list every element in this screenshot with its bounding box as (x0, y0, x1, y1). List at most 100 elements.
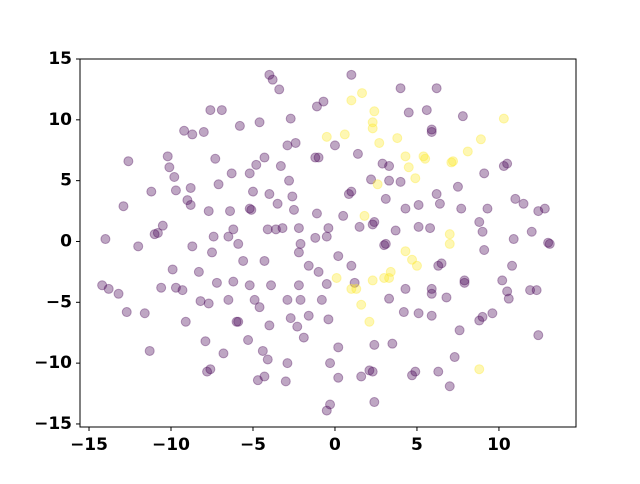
point (303, 310, 314, 321)
point (510, 193, 521, 204)
point (339, 129, 350, 140)
point (233, 238, 244, 249)
point (367, 117, 378, 128)
point (482, 203, 493, 214)
point (352, 148, 363, 159)
point (452, 181, 463, 192)
point (400, 283, 411, 294)
point (323, 314, 334, 325)
point (503, 293, 514, 304)
point (475, 134, 486, 145)
point (526, 226, 537, 237)
point (247, 186, 258, 197)
point (234, 120, 245, 131)
point (426, 126, 437, 137)
point (321, 131, 332, 142)
point (321, 405, 332, 416)
point (282, 294, 293, 305)
point (502, 286, 513, 297)
point (333, 372, 344, 383)
point (218, 348, 229, 359)
point (206, 247, 217, 258)
point (293, 223, 304, 234)
point (369, 339, 380, 350)
point (226, 168, 237, 179)
point (123, 156, 134, 167)
point (410, 173, 421, 184)
point (533, 330, 544, 341)
point (203, 206, 214, 217)
point (400, 203, 411, 214)
point (252, 375, 263, 386)
point (210, 153, 221, 164)
point (364, 316, 375, 327)
point (400, 246, 411, 257)
point (444, 229, 455, 240)
point (331, 272, 342, 283)
point (293, 247, 304, 258)
point (425, 223, 436, 234)
point (531, 285, 542, 296)
point (413, 221, 424, 232)
point (323, 223, 334, 234)
point (508, 234, 519, 245)
point (367, 123, 378, 134)
point (395, 176, 406, 187)
y-tick-label: 5 (60, 171, 72, 191)
point (203, 298, 214, 309)
point (284, 175, 295, 186)
point (270, 224, 281, 235)
point (144, 345, 155, 356)
y-tick-label: −10 (34, 353, 72, 373)
point (277, 223, 288, 234)
point (403, 162, 414, 173)
point (477, 226, 488, 237)
point (426, 288, 437, 299)
point (157, 220, 168, 231)
point (223, 294, 234, 305)
point (321, 231, 332, 242)
point (100, 234, 111, 245)
point (525, 285, 536, 296)
point (213, 179, 224, 190)
point (295, 294, 306, 305)
point (282, 140, 293, 151)
point (228, 224, 239, 235)
point (479, 244, 490, 255)
point (325, 399, 336, 410)
point (272, 198, 283, 209)
point (539, 203, 550, 214)
point (421, 105, 432, 116)
point (254, 117, 265, 128)
point (156, 282, 167, 293)
point (259, 152, 270, 163)
point (457, 111, 468, 122)
point (288, 204, 299, 215)
point (200, 336, 211, 347)
point (456, 203, 467, 214)
point (403, 107, 414, 118)
point (103, 283, 114, 294)
point (444, 381, 455, 392)
point (433, 260, 444, 271)
point (231, 316, 242, 327)
point (479, 168, 490, 179)
point (216, 105, 227, 116)
point (310, 152, 321, 163)
point (208, 231, 219, 242)
point (367, 366, 378, 377)
point (180, 316, 191, 327)
point (228, 276, 239, 287)
point (426, 283, 437, 294)
point (244, 280, 255, 291)
point (287, 191, 298, 202)
point (431, 189, 442, 200)
point (193, 266, 204, 277)
point (544, 238, 555, 249)
point (448, 156, 459, 167)
point (244, 203, 255, 214)
point (498, 113, 509, 124)
point (329, 140, 340, 151)
point (121, 307, 132, 318)
point (187, 241, 198, 252)
